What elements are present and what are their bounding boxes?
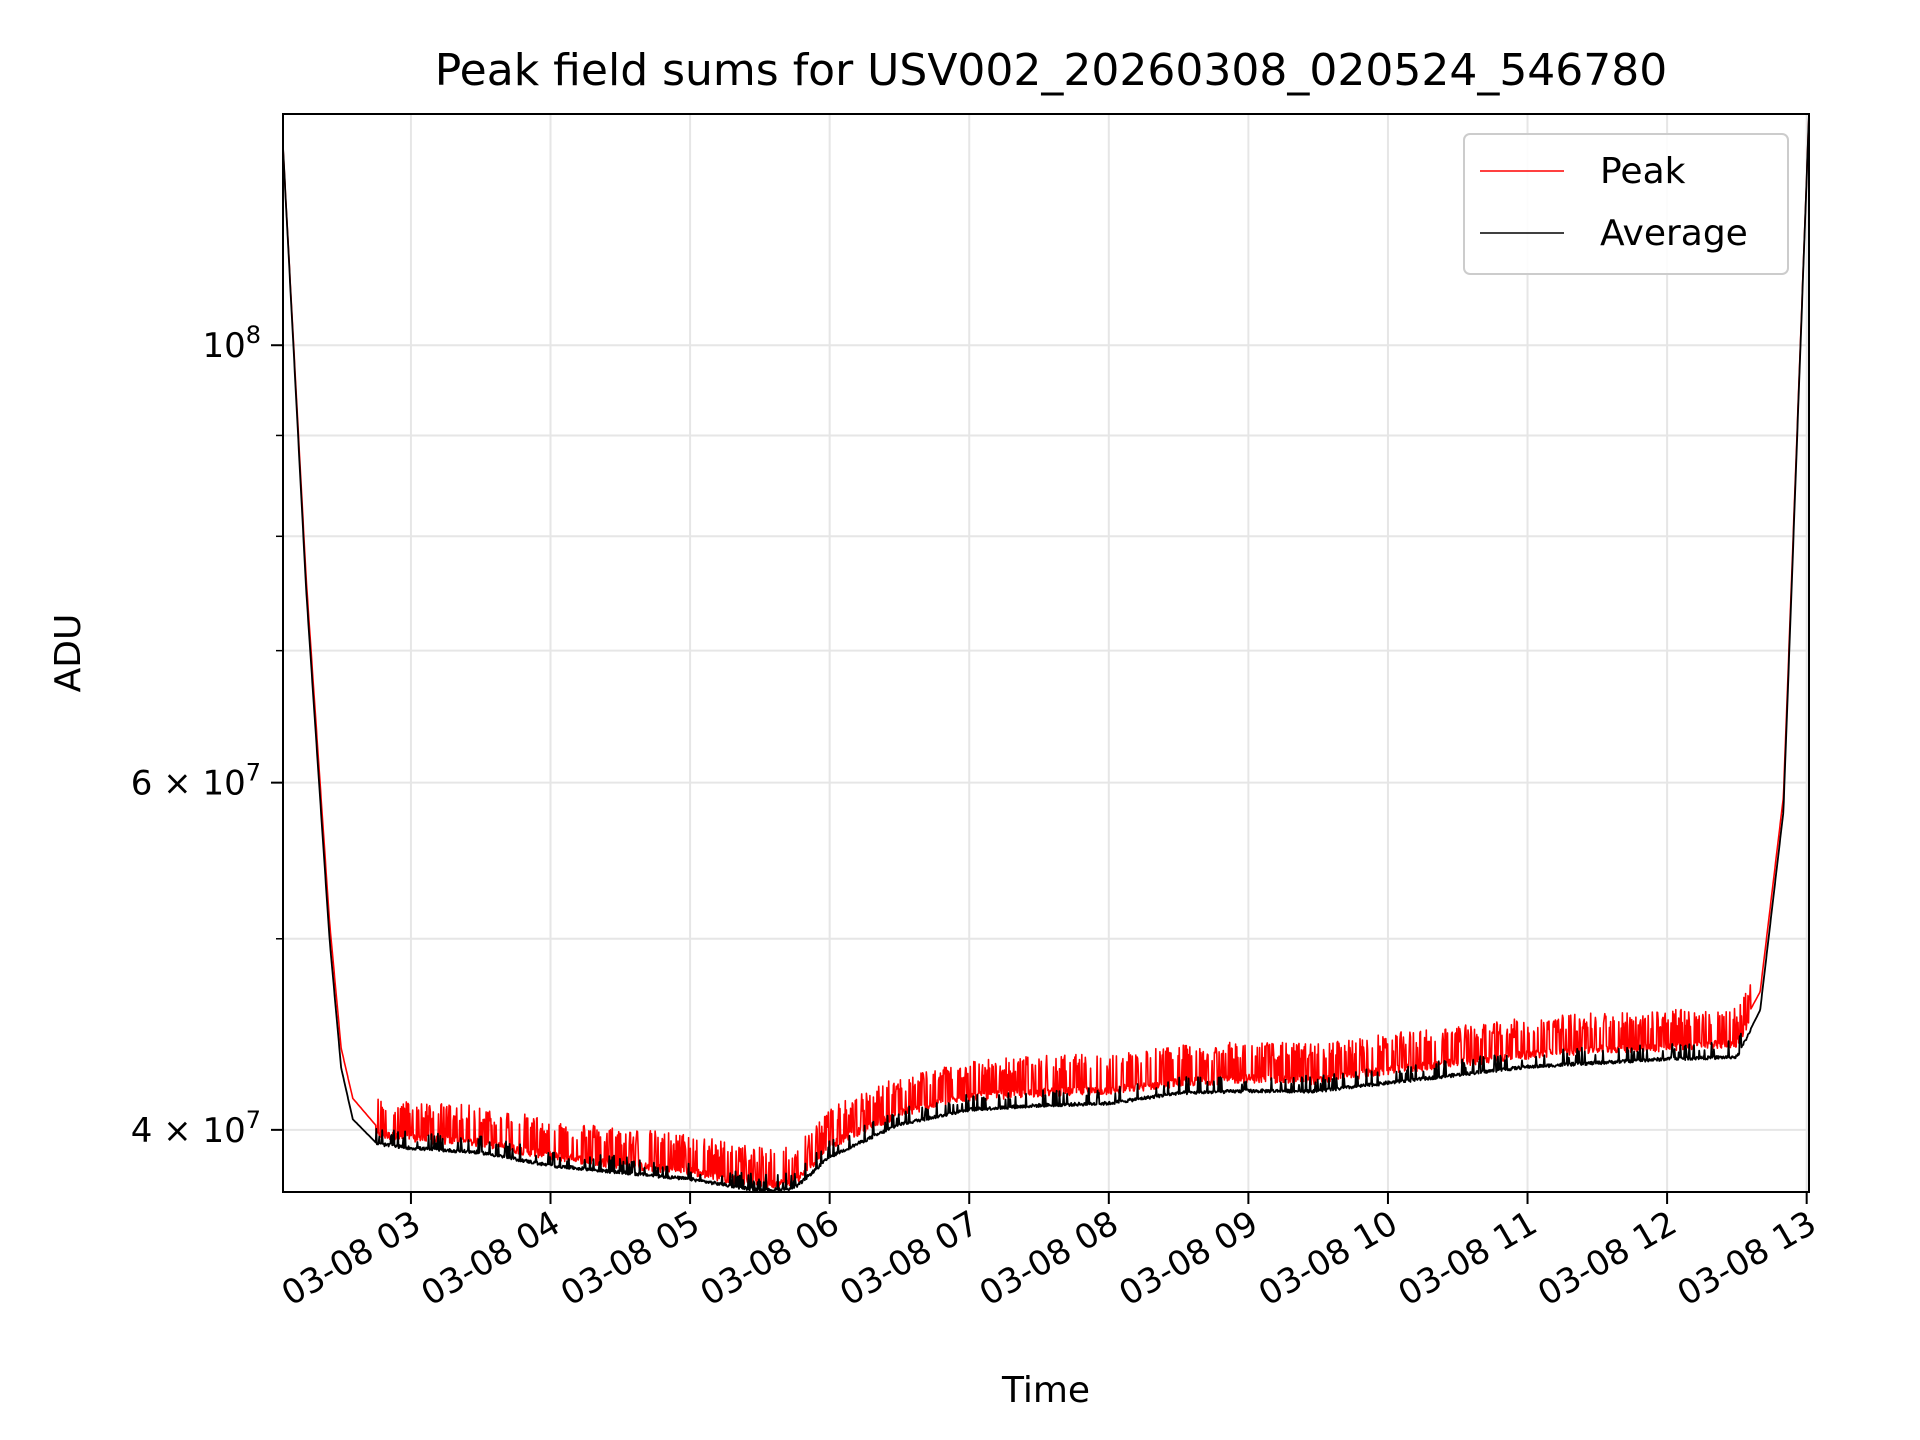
legend-box — [1463, 133, 1789, 275]
series-line-peak — [282, 113, 1810, 1189]
y-tick-label: 6 × 107 — [131, 759, 261, 804]
grid — [283, 114, 1809, 1192]
series-line-average — [282, 113, 1810, 1193]
x-axis-label: Time — [1001, 1370, 1090, 1411]
chart-title: Peak field sums for USV002_20260308_0205… — [435, 45, 1668, 96]
legend: Peak Average — [1463, 133, 1789, 275]
y-tick-label: 4 × 107 — [131, 1106, 261, 1151]
legend-label-peak: Peak — [1600, 151, 1686, 192]
y-axis-label: ADU — [48, 614, 89, 693]
plot-frame — [282, 113, 1810, 1193]
series-layer — [282, 113, 1810, 1193]
legend-label-average: Average — [1600, 213, 1748, 254]
